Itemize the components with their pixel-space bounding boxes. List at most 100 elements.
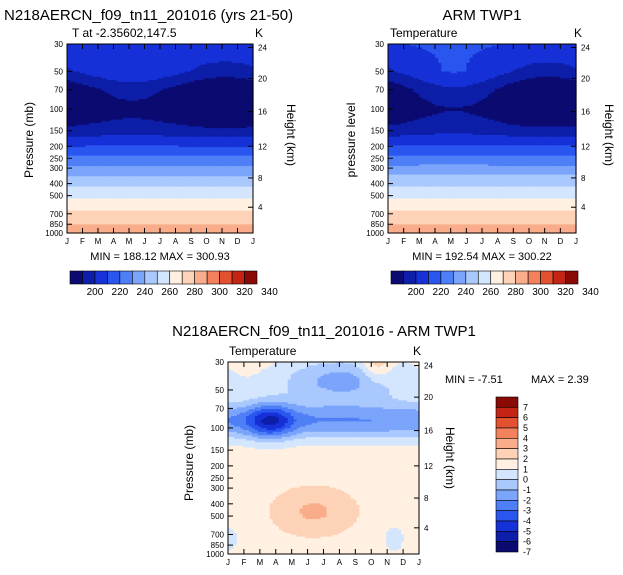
contour-cell xyxy=(101,83,105,86)
contour-cell xyxy=(82,160,87,164)
contour-cell xyxy=(129,61,133,64)
contour-cell xyxy=(113,116,118,119)
contour-cell xyxy=(203,155,208,158)
contour-cell xyxy=(156,62,161,66)
contour-cell xyxy=(187,86,192,90)
contour-cell xyxy=(237,105,242,109)
contour-cell xyxy=(234,102,239,105)
contour-cell xyxy=(228,133,232,136)
contour-cell xyxy=(125,150,130,153)
contour-cell xyxy=(203,104,208,107)
contour-cell xyxy=(113,62,118,66)
contour-cell xyxy=(88,98,93,102)
contour-cell xyxy=(194,92,198,95)
contour-cell xyxy=(138,61,142,64)
contour-cell xyxy=(85,52,90,55)
contour-cell xyxy=(212,92,217,95)
contour-cell xyxy=(194,140,198,143)
contour-cell xyxy=(203,116,208,119)
contour-cell xyxy=(187,124,192,128)
contour-cell xyxy=(194,111,198,114)
contour-cell xyxy=(160,121,164,124)
contour-cell xyxy=(82,57,87,61)
contour-cell xyxy=(132,152,136,155)
contour-cell xyxy=(147,88,152,91)
contour-cell xyxy=(231,126,235,129)
contour-cell xyxy=(197,141,201,145)
contour-cell xyxy=(144,107,149,110)
contour-cell xyxy=(191,64,195,67)
contour-cell xyxy=(191,95,195,98)
contour-cell xyxy=(94,121,99,124)
contour-cell xyxy=(156,86,161,90)
contour-cell xyxy=(240,93,245,97)
contour-cell xyxy=(215,100,220,104)
contour-cell xyxy=(175,140,180,143)
contour-cell xyxy=(175,136,180,140)
contour-cell xyxy=(141,66,146,69)
contour-cell xyxy=(200,111,204,114)
contour-cell xyxy=(237,61,242,64)
contour-cell xyxy=(209,56,214,59)
contour-cell xyxy=(197,59,201,62)
contour-cell xyxy=(209,68,214,71)
contour-cell xyxy=(197,76,201,79)
contour-cell xyxy=(79,140,84,143)
contour-cell xyxy=(212,140,217,143)
contour-cell xyxy=(150,47,155,50)
contour-cell xyxy=(119,119,124,122)
contour-cell xyxy=(200,57,204,61)
contour-cell xyxy=(101,138,105,141)
contour-cell xyxy=(194,47,198,50)
contour-cell xyxy=(197,157,201,160)
contour-cell xyxy=(184,104,189,107)
contour-cell xyxy=(70,126,74,129)
contour-cell xyxy=(181,47,186,50)
contour-cell xyxy=(249,44,254,47)
contour-cell xyxy=(113,112,118,116)
contour-cell xyxy=(76,111,80,114)
contour-cell xyxy=(197,124,201,128)
contour-cell xyxy=(240,155,245,158)
contour-cell xyxy=(138,123,142,126)
contour-cell xyxy=(163,85,167,88)
contour-cell xyxy=(187,68,192,71)
contour-cell xyxy=(218,45,223,49)
contour-cell xyxy=(129,45,133,49)
contour-cell xyxy=(107,157,111,160)
contour-cell xyxy=(144,109,149,112)
contour-cell xyxy=(172,160,177,164)
contour-cell xyxy=(132,148,136,152)
contour-cell xyxy=(141,114,146,117)
contour-cell xyxy=(203,78,208,81)
contour-cell xyxy=(113,111,118,114)
contour-cell xyxy=(107,126,111,129)
contour-cell xyxy=(82,93,87,97)
contour-cell xyxy=(125,45,130,49)
contour-cell xyxy=(70,98,74,102)
contour-cell xyxy=(110,86,115,90)
contour-cell xyxy=(166,107,170,110)
contour-cell xyxy=(160,152,164,155)
contour-cell xyxy=(222,57,226,61)
contour-cell xyxy=(153,86,158,90)
contour-cell xyxy=(222,164,226,167)
contour-cell xyxy=(88,152,93,155)
contour-cell xyxy=(116,49,121,52)
contour-cell xyxy=(200,64,204,67)
contour-cell xyxy=(181,117,186,121)
contour-cell xyxy=(91,143,96,146)
contour-cell xyxy=(249,80,254,83)
contour-cell xyxy=(104,124,108,128)
contour-cell xyxy=(107,140,111,143)
contour-cell xyxy=(215,62,220,66)
contour-cell xyxy=(125,105,130,109)
contour-cell xyxy=(67,109,71,112)
contour-cell xyxy=(246,143,251,146)
contour-cell xyxy=(218,123,223,126)
contour-cell xyxy=(135,76,139,79)
contour-cell xyxy=(94,88,99,91)
contour-cell xyxy=(234,78,239,81)
contour-cell xyxy=(215,93,220,97)
contour-cell xyxy=(104,56,108,59)
